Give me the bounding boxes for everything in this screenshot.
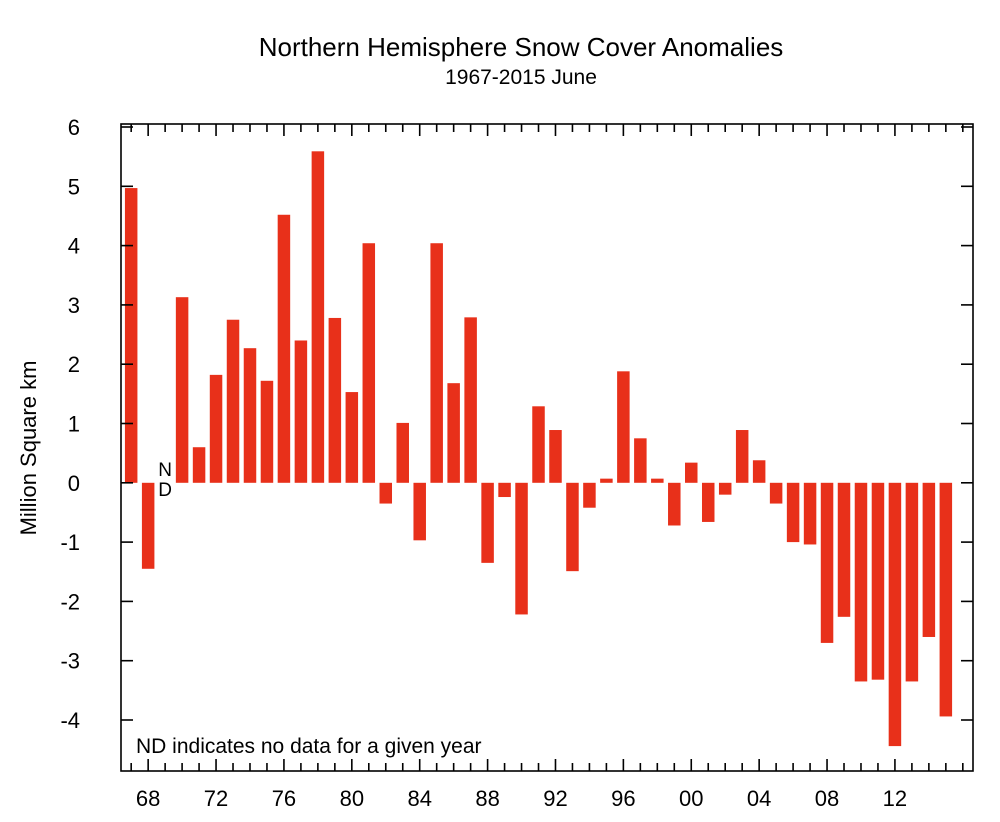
x-tick-label: 04 <box>747 786 771 811</box>
x-tick-label: 84 <box>407 786 431 811</box>
x-tick-label: 00 <box>679 786 703 811</box>
bar-1985 <box>430 243 443 483</box>
bar-1984 <box>413 482 426 541</box>
bar-2005 <box>769 482 783 504</box>
x-tick-label: 92 <box>543 786 567 811</box>
bar-2011 <box>871 482 885 680</box>
nd-label-n: N <box>158 460 172 481</box>
bar-1975 <box>260 380 274 483</box>
nd-label-d: D <box>158 480 172 501</box>
x-tick-label: 96 <box>611 786 635 811</box>
bar-2015 <box>939 482 953 717</box>
y-tick-label: 5 <box>68 174 80 199</box>
bar-1970 <box>175 297 189 483</box>
bar-2001 <box>701 482 715 522</box>
bar-1974 <box>243 348 257 483</box>
bar-1977 <box>294 340 308 483</box>
bar-1981 <box>362 243 376 483</box>
bar-1991 <box>532 406 545 483</box>
x-tick-label: 12 <box>883 786 907 811</box>
x-tick-label: 76 <box>272 786 296 811</box>
y-tick-label: -2 <box>60 589 80 614</box>
bar-1993 <box>566 482 579 572</box>
bar-1988 <box>481 482 494 563</box>
bar-1998 <box>651 478 664 483</box>
x-tick-label: 80 <box>340 786 364 811</box>
y-tick-label: 6 <box>68 115 80 140</box>
bar-1967 <box>124 188 138 483</box>
bar-1996 <box>617 371 630 483</box>
bar-1997 <box>634 438 647 483</box>
bar-1972 <box>209 374 223 483</box>
bar-1980 <box>345 392 359 483</box>
bar-2009 <box>837 482 851 617</box>
bar-2002 <box>718 482 732 495</box>
y-axis-label: Million Square km <box>16 361 41 536</box>
bar-2013 <box>905 482 919 682</box>
bar-2003 <box>735 430 749 483</box>
bar-1968 <box>141 482 155 569</box>
bar-1992 <box>549 430 562 483</box>
bar-1994 <box>583 482 596 508</box>
bar-2006 <box>786 482 800 543</box>
bar-2000 <box>685 462 698 483</box>
y-tick-label: 4 <box>68 234 80 259</box>
bar-2010 <box>854 482 868 682</box>
x-tick-label: 72 <box>204 786 228 811</box>
y-tick-label: 1 <box>68 412 80 437</box>
bar-1973 <box>226 319 240 483</box>
bar-1987 <box>464 317 477 483</box>
bar-1995 <box>600 478 613 483</box>
y-tick-label: -3 <box>60 649 80 674</box>
bar-2012 <box>888 482 902 747</box>
axes-group: 6 5 4 3 2 1 0 -1 -2 -3 -4 68 72 76 80 84 88 92 96 00 04 08 12 <box>60 115 973 811</box>
bar-1978 <box>311 151 325 483</box>
bar-1986 <box>447 383 460 483</box>
bar-2014 <box>922 482 936 637</box>
bar-1999 <box>668 482 681 526</box>
chart-note: ND indicates no data for a given year <box>136 735 482 758</box>
bar-1982 <box>379 482 393 504</box>
x-tick-label: 88 <box>475 786 499 811</box>
x-tick-label: 08 <box>815 786 839 811</box>
bar-1971 <box>192 447 206 483</box>
bar-2008 <box>820 482 834 643</box>
y-tick-label: 3 <box>68 293 80 318</box>
bars-group <box>124 151 953 747</box>
bar-1983 <box>396 422 409 483</box>
plot-frame <box>120 123 974 772</box>
y-tick-label: 0 <box>68 471 80 496</box>
y-tick-label: -4 <box>60 708 80 733</box>
bar-2007 <box>803 482 817 545</box>
bar-1979 <box>328 317 342 483</box>
x-tick-label: 68 <box>136 786 160 811</box>
bar-1989 <box>498 482 511 498</box>
bar-1976 <box>277 214 291 483</box>
bar-1990 <box>515 482 528 615</box>
chart-title: Northern Hemisphere Snow Cover Anomalies <box>258 32 784 62</box>
y-tick-label: -1 <box>60 530 80 555</box>
bar-2004 <box>752 460 766 483</box>
y-tick-label: 2 <box>68 352 80 377</box>
chart-subtitle: 1967-2015 June <box>445 66 597 89</box>
